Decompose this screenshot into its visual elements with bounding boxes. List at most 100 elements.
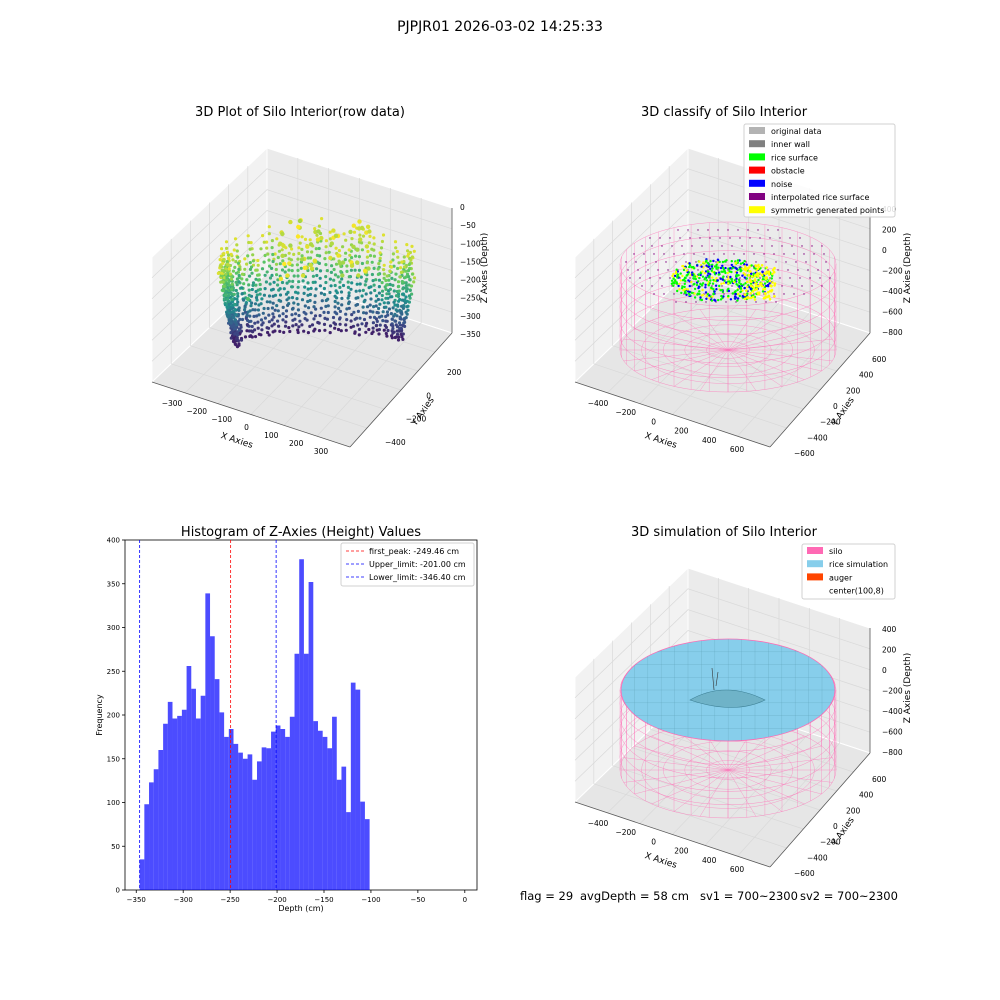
silo-floor-ring <box>684 332 772 368</box>
data-point <box>387 278 391 282</box>
data-point <box>365 277 369 281</box>
silo-floor-spoke <box>727 349 757 391</box>
data-point <box>232 315 236 319</box>
classified-point <box>735 283 738 286</box>
panel-classify: 3D classify of Silo Interior −400 −200 0 20… <box>574 105 913 458</box>
classified-point <box>739 290 742 293</box>
histogram-bar <box>294 653 300 890</box>
classified-point <box>716 261 720 264</box>
interpolated-point <box>739 237 741 239</box>
data-point <box>328 324 333 328</box>
legend-swatch <box>749 193 765 200</box>
classified-point <box>734 297 737 300</box>
data-point <box>246 297 250 301</box>
classified-point <box>720 270 723 273</box>
data-point <box>402 321 406 325</box>
data-point <box>381 310 385 314</box>
classified-point <box>752 272 755 275</box>
data-point <box>245 323 249 327</box>
silo-floor-spoke <box>634 745 729 771</box>
data-point <box>382 263 386 267</box>
data-point <box>374 278 378 282</box>
data-point <box>248 334 252 338</box>
data-point <box>227 267 231 271</box>
classified-point <box>678 288 681 291</box>
data-point <box>395 249 399 254</box>
data-point <box>345 307 349 311</box>
silo-floor-spoke <box>727 338 833 351</box>
data-point <box>390 317 394 321</box>
interpolated-point <box>759 237 761 239</box>
data-point <box>236 300 240 304</box>
interpolated-point <box>821 285 823 287</box>
classified-point <box>728 270 731 273</box>
gridline <box>737 742 840 857</box>
data-point <box>364 330 368 334</box>
data-point <box>265 240 269 244</box>
data-point <box>241 312 245 316</box>
data-point <box>315 267 319 271</box>
symmetric-point <box>760 264 764 267</box>
interpolated-point <box>789 237 791 239</box>
data-point <box>360 248 364 252</box>
data-point <box>368 315 372 319</box>
data-point <box>380 239 384 244</box>
data-point <box>270 273 274 277</box>
data-point <box>387 292 391 296</box>
data-point <box>307 306 311 310</box>
tick-label: −600 <box>882 308 903 317</box>
data-point <box>339 264 343 268</box>
data-point <box>244 316 248 320</box>
interpolated-point <box>801 245 803 247</box>
symmetric-point <box>764 276 768 280</box>
classified-point <box>724 271 727 275</box>
data-point <box>248 247 252 251</box>
silo-floor-spoke <box>727 735 805 771</box>
data-point <box>261 311 265 315</box>
classified-point <box>688 262 691 265</box>
data-point <box>382 268 386 272</box>
data-point <box>274 262 279 266</box>
data-point <box>290 247 294 251</box>
data-point <box>251 308 255 312</box>
interpolated-point <box>803 253 805 255</box>
data-point <box>390 336 394 340</box>
data-point <box>298 319 302 323</box>
data-point <box>265 326 269 330</box>
symmetric-point <box>743 297 747 301</box>
data-point <box>401 292 405 296</box>
interpolated-point <box>705 301 707 303</box>
data-point <box>323 257 327 261</box>
data-point <box>397 261 401 265</box>
interpolated-point <box>741 245 743 247</box>
data-point <box>375 328 379 332</box>
classified-point <box>753 267 756 270</box>
silo-floor-spoke <box>673 349 729 387</box>
data-point <box>390 276 394 280</box>
tick-label: −400 <box>588 819 609 828</box>
interpolated-point <box>761 245 763 247</box>
data-point <box>262 240 266 244</box>
data-point <box>236 320 240 324</box>
classified-point <box>719 289 722 292</box>
data-point <box>346 280 350 284</box>
data-point <box>295 234 301 239</box>
classified-point <box>743 286 746 290</box>
legend: original data inner wall rice surface obsta… <box>743 123 896 218</box>
classified-point <box>713 290 716 293</box>
data-point <box>283 270 287 274</box>
data-point <box>410 292 414 296</box>
histogram-bar <box>158 750 164 890</box>
data-point <box>351 324 356 328</box>
data-point <box>357 268 361 272</box>
interpolated-point <box>777 229 779 231</box>
data-point <box>344 328 348 332</box>
data-point <box>340 273 345 278</box>
data-point <box>247 293 251 297</box>
data-point <box>310 250 314 254</box>
silo-floor-spoke <box>727 349 805 380</box>
data-point <box>362 317 367 322</box>
data-point <box>311 280 315 284</box>
data-point <box>328 290 332 295</box>
status-footer: flag = 29 avgDepth = 58 cm sv1 = 700~230… <box>520 889 898 903</box>
